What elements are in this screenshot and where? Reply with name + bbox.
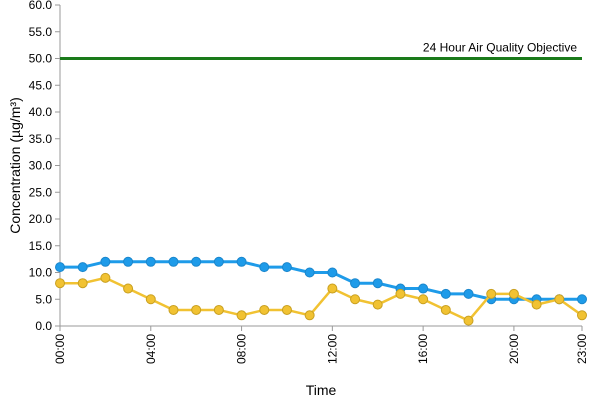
data-point xyxy=(577,310,587,321)
data-point xyxy=(554,294,565,305)
y-tick-label: 60.0 xyxy=(29,0,53,12)
data-point xyxy=(486,288,497,299)
data-point xyxy=(577,294,587,305)
data-point xyxy=(327,283,338,294)
data-point xyxy=(236,310,247,321)
objective-label: 24 Hour Air Quality Objective xyxy=(423,41,577,55)
data-point xyxy=(100,256,111,267)
data-point xyxy=(123,283,134,294)
data-point xyxy=(77,278,88,289)
data-point xyxy=(372,299,383,310)
data-point xyxy=(259,304,270,315)
series-2 xyxy=(55,272,587,326)
data-point xyxy=(440,288,451,299)
y-tick-label: 25.0 xyxy=(29,185,53,199)
y-tick-label: 5.0 xyxy=(35,292,52,306)
data-point xyxy=(395,288,406,299)
data-point xyxy=(418,294,429,305)
data-point xyxy=(531,299,542,310)
data-point xyxy=(168,304,179,315)
x-tick-label: 20:00 xyxy=(507,334,521,364)
x-tick-label: 12:00 xyxy=(325,334,339,364)
data-point xyxy=(418,283,429,294)
data-point xyxy=(236,256,247,267)
data-point xyxy=(145,256,156,267)
x-tick-label: 00:00 xyxy=(53,334,67,364)
x-axis-title: Time xyxy=(306,382,337,398)
data-point xyxy=(77,262,88,273)
data-point xyxy=(440,304,451,315)
data-point xyxy=(55,278,65,289)
data-point xyxy=(327,267,338,278)
y-tick-label: 0.0 xyxy=(35,319,52,333)
y-tick-label: 30.0 xyxy=(29,159,53,173)
y-tick-label: 10.0 xyxy=(29,266,53,280)
x-tick-label: 23:00 xyxy=(575,334,589,364)
y-tick-label: 55.0 xyxy=(29,25,53,39)
y-tick-label: 35.0 xyxy=(29,132,53,146)
x-axis-ticks: 00:00 04:00 08:00 12:00 16:00 20:00 23:00 xyxy=(53,326,589,364)
data-point xyxy=(350,278,361,289)
data-point xyxy=(304,267,315,278)
y-tick-label: 15.0 xyxy=(29,239,53,253)
data-point xyxy=(191,304,202,315)
data-point xyxy=(350,294,361,305)
series-layer xyxy=(55,256,587,326)
data-point xyxy=(508,288,519,299)
y-tick-label: 50.0 xyxy=(29,52,53,66)
data-point xyxy=(123,256,134,267)
x-tick-label: 16:00 xyxy=(416,334,430,364)
data-point xyxy=(304,310,315,321)
data-point xyxy=(213,256,224,267)
data-point xyxy=(259,262,270,273)
y-axis-title: Concentration (µg/m³) xyxy=(7,97,23,233)
data-point xyxy=(168,256,179,267)
y-axis-ticks: 0.0 5.0 10.0 15.0 20.0 25.0 30.0 35.0 40.0 45.0 50… xyxy=(29,0,60,333)
data-point xyxy=(191,256,202,267)
y-tick-label: 20.0 xyxy=(29,212,53,226)
data-point xyxy=(100,272,111,283)
data-point xyxy=(281,304,292,315)
y-tick-label: 45.0 xyxy=(29,78,53,92)
data-point xyxy=(213,304,224,315)
data-point xyxy=(281,262,292,273)
data-point xyxy=(145,294,156,305)
data-point xyxy=(55,262,65,273)
x-tick-label: 04:00 xyxy=(144,334,158,364)
series-1 xyxy=(55,256,587,305)
x-tick-label: 08:00 xyxy=(235,334,249,364)
data-point xyxy=(463,288,474,299)
data-point xyxy=(463,315,474,326)
data-point xyxy=(372,278,383,289)
y-tick-label: 40.0 xyxy=(29,105,53,119)
